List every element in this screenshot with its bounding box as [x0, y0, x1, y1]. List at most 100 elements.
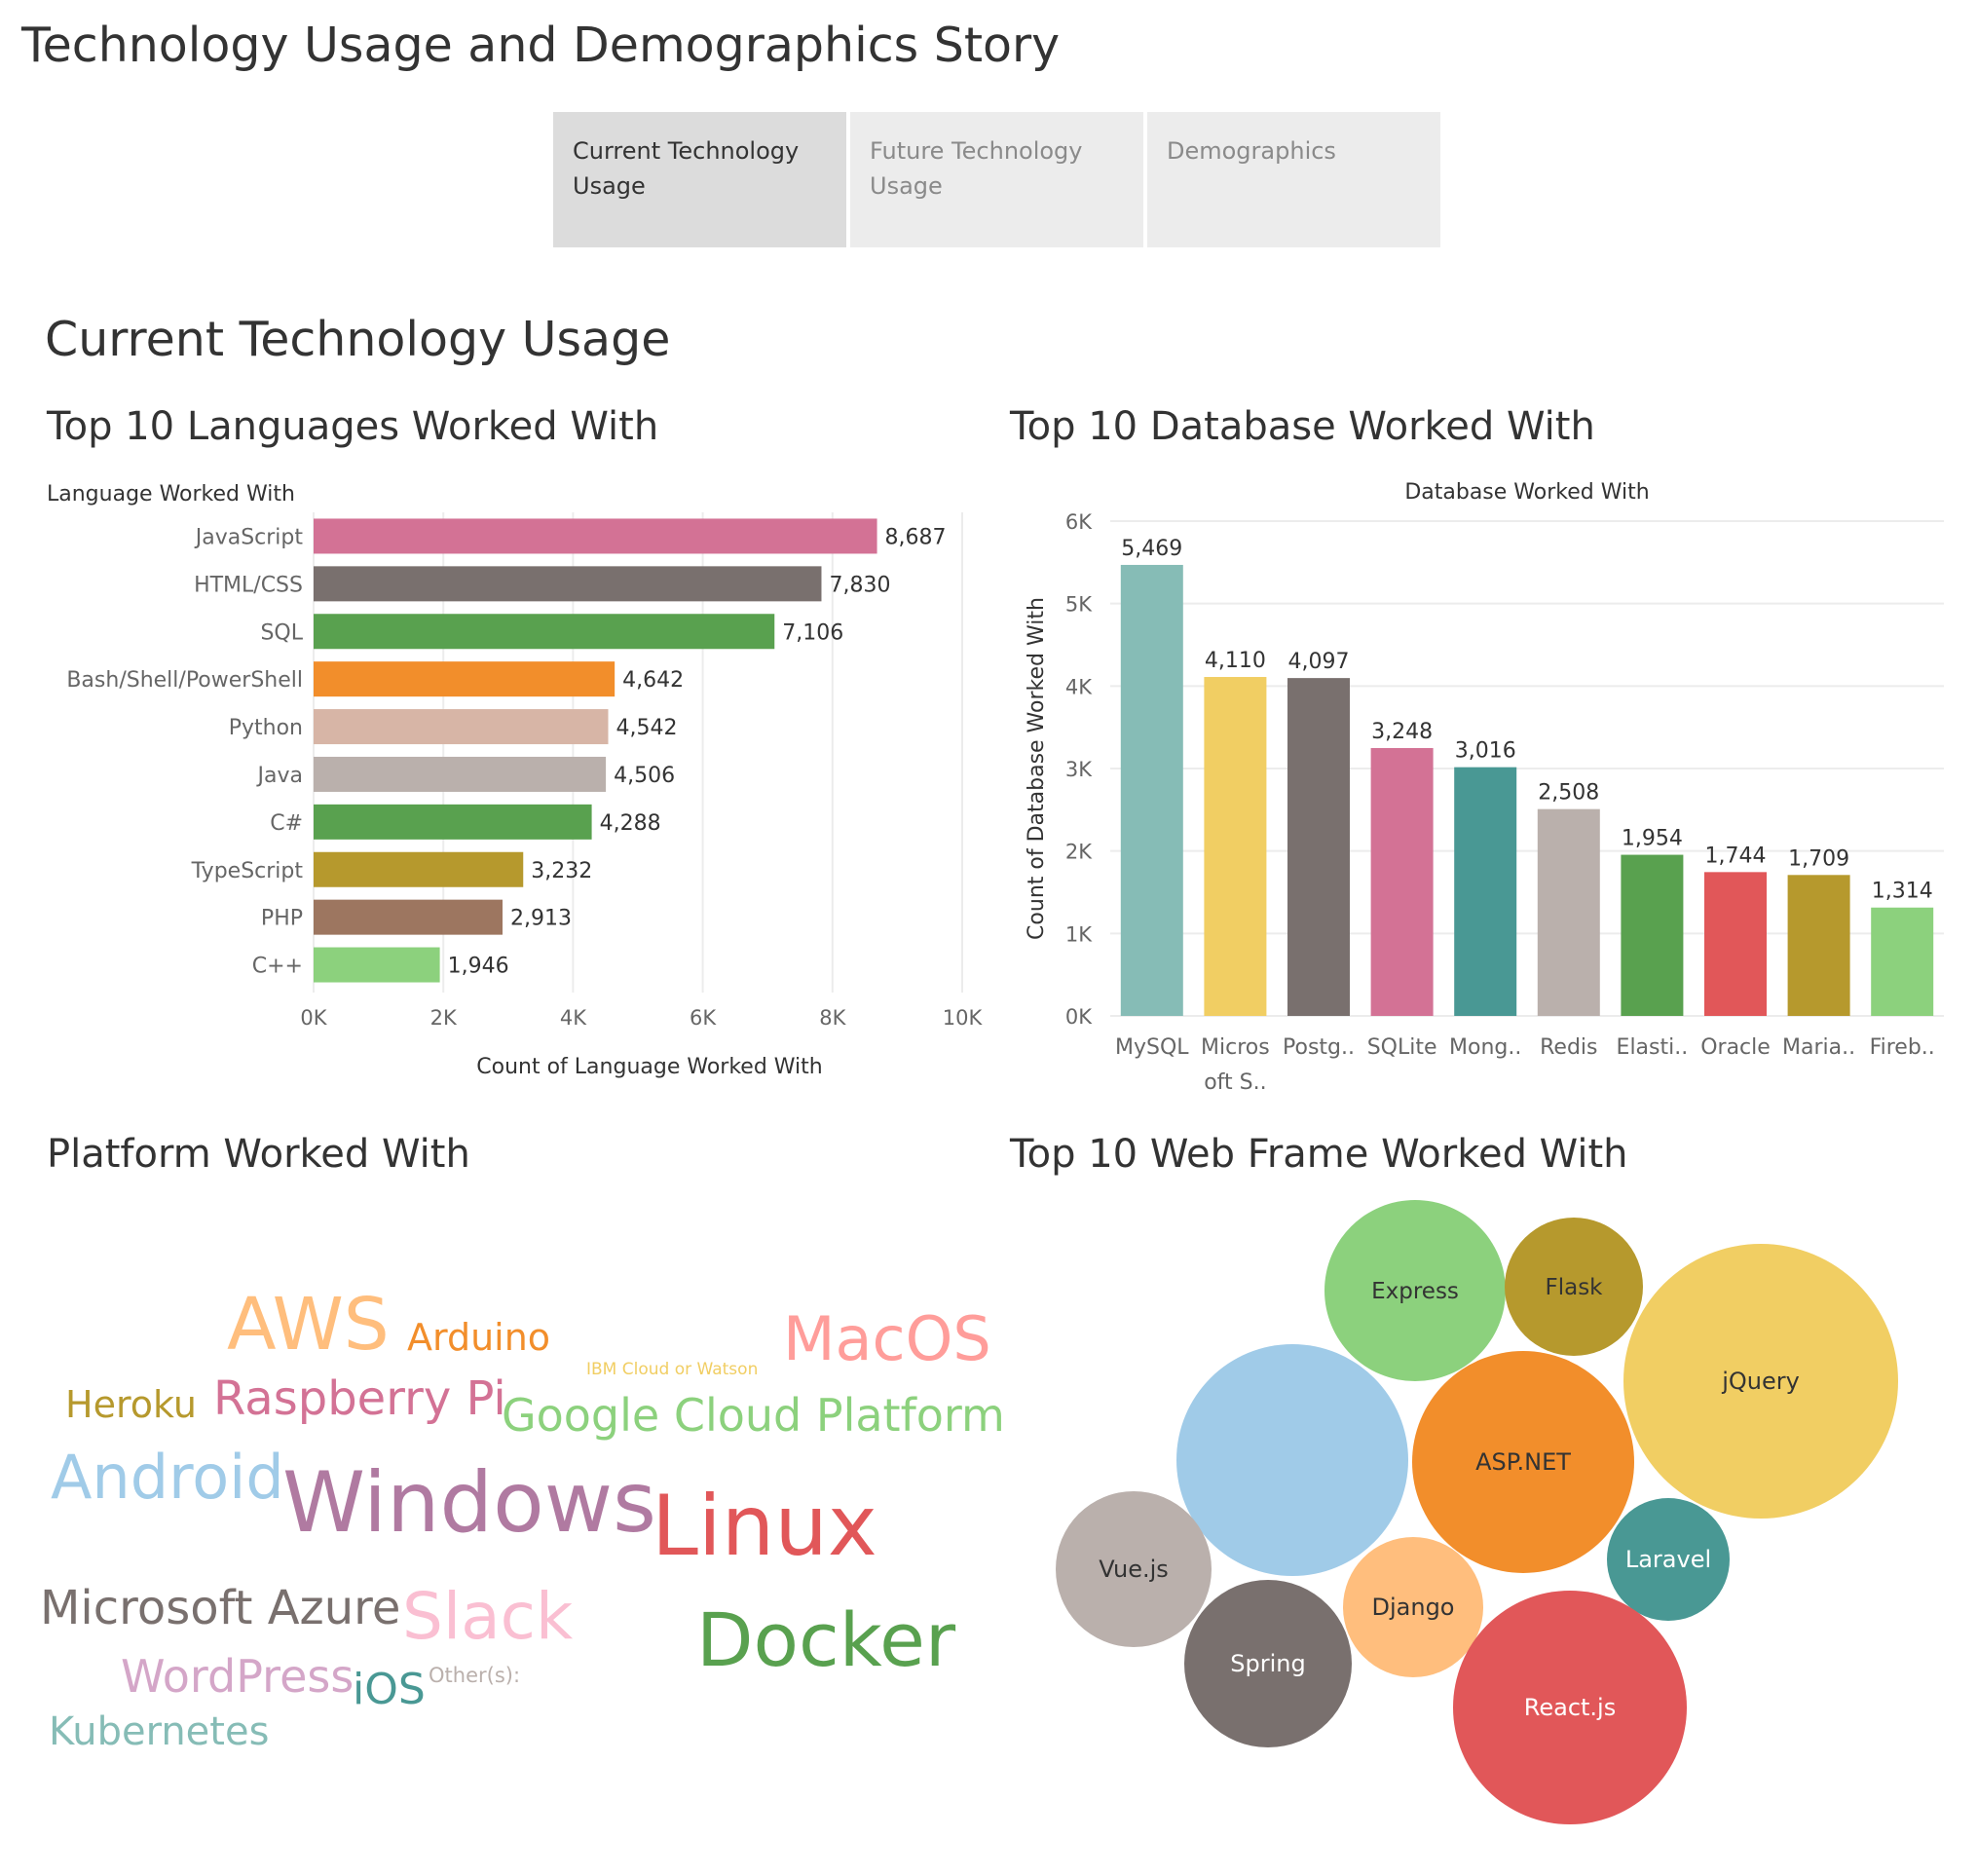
bubble-label: Express: [1371, 1279, 1459, 1304]
platform-word-other-s[interactable]: Other(s):: [429, 1664, 521, 1687]
databases-y-tick-label: 3K: [1065, 758, 1093, 781]
languages-category-label: HTML/CSS: [194, 573, 303, 597]
bar-python[interactable]: [314, 709, 609, 745]
databases-category-label: Postg..: [1283, 1035, 1355, 1060]
platform-word-raspberry-pi[interactable]: Raspberry Pi: [213, 1371, 506, 1426]
languages-category-label: Bash/Shell/PowerShell: [66, 668, 303, 693]
bubble-laravel[interactable]: [1607, 1498, 1730, 1621]
bubble-label: Vue.js: [1099, 1556, 1169, 1583]
bubble-vue-js[interactable]: [1056, 1491, 1212, 1647]
bar-c-[interactable]: [314, 947, 440, 983]
languages-category-label: SQL: [260, 620, 303, 645]
languages-value-label: 1,946: [448, 955, 509, 979]
bar-html-css[interactable]: [314, 566, 822, 602]
databases-value-label: 1,314: [1872, 880, 1933, 904]
databases-y-axis-title: Count of Database Worked With: [1025, 597, 1049, 940]
bubble-label: Spring: [1230, 1650, 1305, 1677]
bar-elasti-[interactable]: [1621, 854, 1684, 1016]
languages-value-label: 4,542: [615, 716, 677, 740]
languages-value-label: 4,506: [614, 764, 675, 788]
platform-word-linux[interactable]: Linux: [652, 1478, 877, 1575]
bubble-unlabeled[interactable]: [1176, 1344, 1408, 1576]
languages-x-tick-label: 10K: [943, 1006, 984, 1030]
page-title: Current Technology Usage: [45, 312, 671, 367]
languages-x-tick-label: 0K: [300, 1006, 327, 1030]
databases-value-label: 4,110: [1205, 649, 1266, 673]
platform-word-kubernetes[interactable]: Kubernetes: [49, 1709, 270, 1754]
bar-php[interactable]: [314, 899, 504, 935]
bubble-react-js[interactable]: [1453, 1591, 1687, 1824]
bar-mong-[interactable]: [1454, 767, 1517, 1016]
platform-word-ios[interactable]: iOS: [353, 1665, 426, 1714]
platforms-chart-title: Platform Worked With: [47, 1132, 470, 1177]
languages-value-label: 4,288: [600, 811, 661, 836]
platform-word-microsoft-azure[interactable]: Microsoft Azure: [40, 1581, 401, 1635]
databases-category-label: Elasti..: [1617, 1035, 1689, 1060]
tab-demographics[interactable]: Demographics: [1147, 112, 1440, 247]
bar-typescript[interactable]: [314, 851, 524, 887]
bubble-flask[interactable]: [1505, 1218, 1643, 1356]
platform-word-google-cloud-platform[interactable]: Google Cloud Platform: [502, 1389, 1005, 1442]
databases-chart-title: Top 10 Database Worked With: [1010, 404, 1595, 449]
platform-word-wordpress[interactable]: WordPress: [121, 1650, 354, 1703]
platform-word-windows[interactable]: Windows: [282, 1454, 656, 1552]
databases-y-tick-label: 4K: [1065, 675, 1093, 698]
story-tabs: Current Technology Usage Future Technolo…: [553, 112, 1440, 247]
bubble-label: ASP.NET: [1475, 1448, 1571, 1476]
bubble-label: Laravel: [1625, 1546, 1711, 1573]
databases-y-tick-label: 6K: [1065, 510, 1093, 534]
bar-maria-[interactable]: [1787, 875, 1850, 1016]
bar-sql[interactable]: [314, 614, 775, 650]
bubble-label: Django: [1372, 1594, 1455, 1621]
bar-java[interactable]: [314, 756, 607, 792]
languages-category-label: PHP: [261, 907, 303, 931]
bubble-jquery[interactable]: [1623, 1244, 1898, 1519]
bar-postg-[interactable]: [1287, 678, 1350, 1016]
databases-category-label: oft S..: [1204, 1070, 1266, 1095]
platform-word-arduino[interactable]: Arduino: [407, 1316, 551, 1359]
languages-category-label: JavaScript: [194, 525, 304, 549]
platform-word-aws[interactable]: AWS: [227, 1283, 390, 1367]
bar-redis[interactable]: [1537, 808, 1600, 1016]
languages-value-label: 7,106: [782, 620, 843, 645]
platform-word-ibm-cloud-or-watson[interactable]: IBM Cloud or Watson: [586, 1360, 759, 1379]
bar-sqlite[interactable]: [1370, 748, 1434, 1016]
databases-y-tick-label: 0K: [1065, 1005, 1093, 1029]
languages-category-label: TypeScript: [191, 859, 304, 883]
platform-word-android[interactable]: Android: [51, 1442, 284, 1513]
languages-value-label: 4,642: [622, 668, 684, 693]
tab-current-technology-usage[interactable]: Current Technology Usage: [553, 112, 846, 247]
languages-value-label: 2,913: [510, 907, 572, 931]
languages-value-label: 8,687: [885, 525, 947, 549]
bubble-django[interactable]: [1343, 1537, 1483, 1677]
bar-javascript[interactable]: [314, 518, 877, 554]
databases-category-label: Mong..: [1449, 1035, 1521, 1060]
databases-category-label: Oracle: [1700, 1035, 1771, 1060]
bubble-spring[interactable]: [1184, 1580, 1352, 1747]
databases-value-label: 4,097: [1288, 650, 1350, 674]
languages-category-header: Language Worked With: [47, 482, 295, 507]
databases-value-label: 5,469: [1121, 537, 1182, 561]
databases-value-label: 3,248: [1371, 720, 1433, 744]
platform-word-macos[interactable]: MacOS: [783, 1303, 991, 1374]
bar-mysql[interactable]: [1120, 564, 1183, 1016]
bar-microsoft-s-[interactable]: [1204, 677, 1267, 1016]
bar-oracle[interactable]: [1704, 872, 1767, 1016]
tab-future-technology-usage[interactable]: Future Technology Usage: [850, 112, 1143, 247]
languages-value-label: 7,830: [829, 573, 890, 597]
databases-category-label: MySQL: [1115, 1035, 1189, 1060]
bar-fireb-[interactable]: [1871, 907, 1934, 1016]
languages-category-label: C++: [252, 955, 303, 979]
languages-x-tick-label: 2K: [430, 1006, 458, 1030]
databases-category-label: SQLite: [1367, 1035, 1437, 1060]
bubble-asp-net[interactable]: [1412, 1351, 1634, 1573]
bubble-express[interactable]: [1324, 1200, 1506, 1381]
databases-category-label: Fireb..: [1870, 1035, 1935, 1060]
platform-word-slack[interactable]: Slack: [402, 1579, 574, 1654]
bar-bash-shell-powershell[interactable]: [314, 661, 615, 697]
platform-word-docker[interactable]: Docker: [696, 1596, 956, 1683]
platform-word-heroku[interactable]: Heroku: [65, 1383, 197, 1426]
bar-c-[interactable]: [314, 804, 592, 840]
bubble-label: Flask: [1545, 1275, 1603, 1300]
